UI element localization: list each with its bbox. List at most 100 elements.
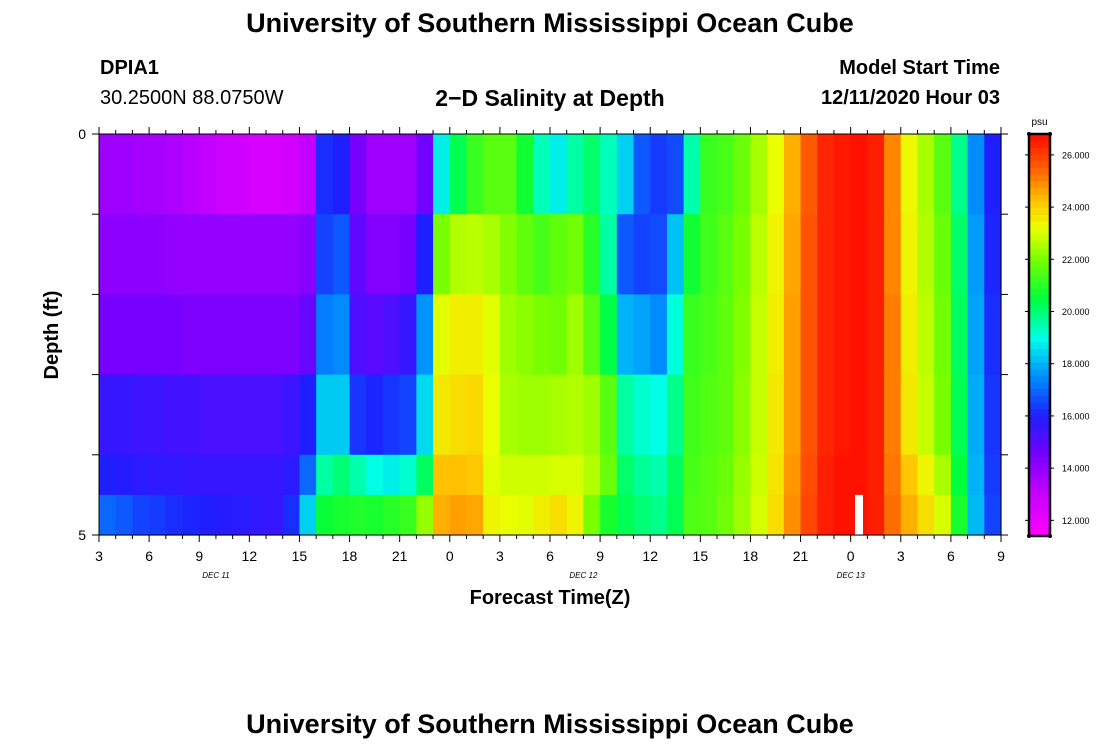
heatmap-cell: [900, 374, 919, 456]
heatmap-cell: [767, 134, 785, 215]
heatmap-cell: [700, 294, 718, 376]
heatmap-cell: [149, 454, 167, 496]
heatmap-cell: [516, 494, 534, 536]
colorbar-segment: [1029, 422, 1050, 430]
heatmap-cell: [416, 214, 434, 295]
heatmap-cell: [683, 214, 701, 295]
heatmap-cell: [666, 374, 685, 456]
heatmap-cell: [767, 214, 785, 295]
heatmap-cell: [349, 134, 367, 215]
heatmap-cell: [750, 454, 768, 496]
heatmap-cell: [934, 494, 952, 536]
colorbar-segment: [1029, 408, 1050, 416]
station-coordinates: 30.2500N 88.0750W: [100, 87, 284, 109]
x-tick-label: 15: [292, 548, 308, 564]
heatmap-cell: [633, 134, 651, 215]
heatmap-cell: [149, 494, 167, 536]
colorbar-segment: [1029, 241, 1050, 249]
heatmap-cell: [115, 494, 133, 536]
heatmap-cell: [232, 374, 250, 456]
heatmap-cell: [750, 134, 768, 215]
colorbar-segment: [1029, 381, 1050, 390]
heatmap-cell: [232, 494, 250, 536]
heatmap-cell: [499, 494, 518, 536]
heatmap-cell: [516, 134, 534, 215]
heatmap-cell: [767, 494, 785, 536]
heatmap-cell: [917, 294, 935, 376]
heatmap-cell: [566, 494, 584, 536]
heatmap-cell: [633, 214, 651, 295]
heatmap-cell: [900, 214, 919, 295]
heatmap-cell: [733, 214, 752, 295]
colorbar-segment: [1029, 395, 1050, 403]
heatmap-cell: [449, 374, 468, 456]
x-tick-label: 6: [947, 548, 955, 564]
heatmap-cell: [115, 294, 133, 376]
heatmap-cell: [282, 494, 301, 536]
heatmap-cell: [215, 454, 234, 496]
heatmap-cell: [950, 214, 969, 295]
heatmap-cell: [733, 454, 752, 496]
colorbar-segment: [1029, 261, 1050, 269]
heatmap-cell: [717, 454, 735, 496]
heatmap-cell: [382, 214, 401, 295]
heatmap-cell: [99, 294, 117, 376]
heatmap-cell: [633, 294, 651, 376]
colorbar-segment: [1029, 321, 1050, 329]
colorbar-segment: [1029, 502, 1050, 510]
heatmap-cell: [115, 454, 133, 496]
heatmap-cell: [416, 494, 434, 536]
colorbar-segment: [1029, 375, 1050, 383]
heatmap-cell: [767, 454, 785, 496]
heatmap-cell: [934, 374, 952, 456]
colorbar-segment: [1029, 314, 1050, 323]
heatmap-cell: [683, 294, 701, 376]
heatmap-cell: [850, 294, 868, 376]
heatmap-cell: [132, 454, 150, 496]
colorbar-segment: [1029, 522, 1050, 530]
heatmap-cell: [817, 134, 835, 215]
x-tick-label: 15: [693, 548, 709, 564]
heatmap-cell: [399, 494, 417, 536]
heatmap-cell: [967, 134, 985, 215]
heatmap-cell: [967, 374, 985, 456]
heatmap-cell: [533, 494, 551, 536]
heatmap-cell: [700, 494, 718, 536]
heatmap-cell: [783, 454, 802, 496]
heatmap-cell: [850, 454, 868, 496]
heatmap-cell: [700, 214, 718, 295]
colorbar-segment: [1029, 341, 1050, 349]
heatmap-cell: [299, 134, 317, 215]
colorbar-segment: [1029, 147, 1050, 155]
x-tick-label: 6: [546, 548, 554, 564]
heatmap-cell: [132, 494, 150, 536]
heatmap-cell: [215, 374, 234, 456]
heatmap-cell: [666, 214, 685, 295]
heatmap-cell: [984, 214, 1002, 295]
heatmap-cell: [199, 214, 217, 295]
heatmap-cell: [332, 214, 351, 295]
heatmap-cell: [700, 374, 718, 456]
x-tick-label: 3: [897, 548, 905, 564]
x-tick-label: 21: [392, 548, 408, 564]
heatmap-cell: [516, 214, 534, 295]
heatmap-cell: [466, 294, 484, 376]
station-id: DPIA1: [100, 57, 159, 79]
colorbar-segment: [1029, 328, 1050, 336]
heatmap-cell: [149, 214, 167, 295]
heatmap-cell: [332, 454, 351, 496]
heatmap-cell: [750, 294, 768, 376]
x-tick-label: 12: [242, 548, 258, 564]
x-tick-label: 3: [95, 548, 103, 564]
heatmap-cell: [466, 454, 484, 496]
colorbar-segment: [1029, 194, 1050, 202]
heatmap-cell: [499, 214, 518, 295]
heatmap-cell: [366, 454, 384, 496]
colorbar-segment: [1029, 268, 1050, 276]
heatmap-cell: [416, 454, 434, 496]
heatmap-cell: [550, 454, 568, 496]
heatmap-cell: [950, 374, 969, 456]
heatmap-cell: [984, 294, 1002, 376]
heatmap-cell: [149, 294, 167, 376]
